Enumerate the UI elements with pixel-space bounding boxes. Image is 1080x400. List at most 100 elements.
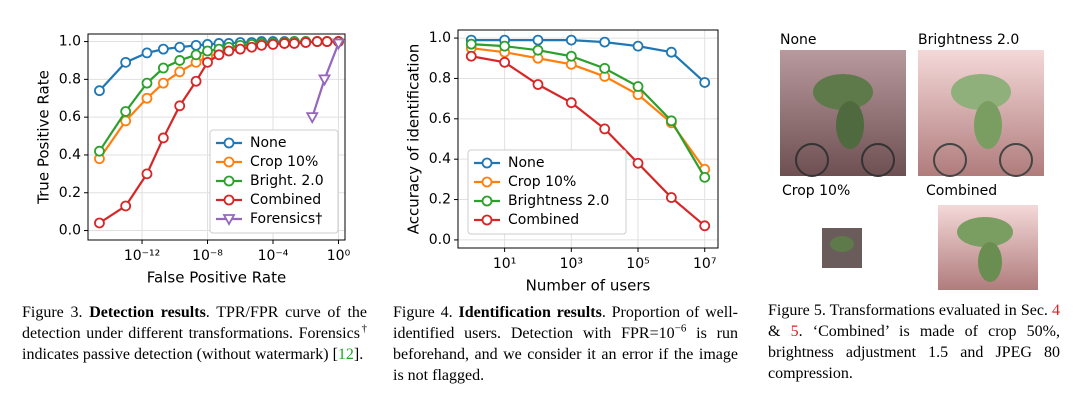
marker <box>665 115 677 127</box>
marker <box>632 157 644 169</box>
y-tick-label: 1.0 <box>429 30 451 46</box>
marker <box>311 36 323 47</box>
marker <box>174 55 186 66</box>
caption-text: & <box>768 323 791 340</box>
line <box>471 38 706 84</box>
legend-marker <box>223 175 235 187</box>
marker <box>699 220 711 232</box>
marker <box>321 36 333 47</box>
marker <box>141 92 153 104</box>
marker <box>94 85 105 97</box>
image-crop <box>822 228 862 268</box>
x-tick-label: 10⁻⁴ <box>258 248 289 264</box>
marker <box>202 45 213 57</box>
marker <box>213 49 225 61</box>
image-label: Combined <box>926 183 997 199</box>
x-axis-label: Number of users <box>526 277 651 295</box>
marker <box>202 56 213 68</box>
image-label: Crop 10% <box>782 183 850 199</box>
caption-text: . Proportion of well-identified users. D… <box>393 304 739 342</box>
plot-frame <box>457 29 719 249</box>
caption-text: 4 <box>1052 302 1060 319</box>
caption-text: Figure 5. Transformations evaluated in S… <box>768 302 1052 319</box>
marker <box>699 171 711 183</box>
y-tick-label: 0.2 <box>429 192 451 208</box>
legend-marker <box>223 194 235 206</box>
marker <box>190 39 202 51</box>
marker <box>120 200 132 212</box>
caption-text: −6 <box>674 322 687 335</box>
image-combined <box>938 205 1038 290</box>
marker <box>279 38 290 49</box>
image-brightness <box>918 50 1044 177</box>
marker <box>465 38 477 50</box>
x-axis-label: False Positive Rate <box>147 269 286 287</box>
marker <box>94 145 105 157</box>
y-tick-label: 0.2 <box>59 185 81 201</box>
y-tick-label: 0.4 <box>429 151 451 167</box>
legend-marker <box>481 176 493 188</box>
legend-label: None <box>508 155 545 171</box>
caption-text: Identification results <box>458 304 602 321</box>
caption-text: Figure 3. <box>22 304 90 321</box>
x-tick-label: 10⁻¹² <box>124 248 160 264</box>
marker <box>234 43 246 55</box>
legend-marker <box>223 156 235 168</box>
marker <box>300 37 312 48</box>
marker <box>190 75 202 87</box>
legend-label: Crop 10% <box>250 154 318 170</box>
legend-box <box>467 149 627 235</box>
y-tick-label: 0.6 <box>59 109 81 125</box>
y-tick-label: 1.0 <box>59 34 81 50</box>
legend-label: Forensics† <box>250 211 322 227</box>
marker <box>174 100 186 112</box>
y-tick-label: 0.8 <box>59 71 81 87</box>
marker <box>256 39 267 51</box>
y-axis-label: Accuracy of identification <box>405 44 423 235</box>
line <box>471 55 706 227</box>
x-tick-label: 10⁰ <box>327 248 351 264</box>
marker <box>190 49 202 61</box>
legend-label: None <box>250 135 287 151</box>
marker <box>565 97 577 109</box>
legend-marker <box>223 137 235 149</box>
marker <box>532 34 544 46</box>
legend-marker <box>481 195 493 207</box>
x-tick-label: 10³ <box>560 256 583 272</box>
marker <box>532 44 544 56</box>
marker <box>157 77 169 89</box>
legend-marker <box>481 214 493 226</box>
image-none <box>780 50 906 177</box>
marker <box>317 74 332 87</box>
line <box>471 43 706 178</box>
marker <box>157 43 169 55</box>
marker <box>565 50 577 62</box>
marker <box>174 41 186 53</box>
marker <box>465 50 477 62</box>
caption-text: is run beforehand, and we consider it an… <box>393 325 739 384</box>
y-tick-label: 0.0 <box>59 223 81 239</box>
marker <box>157 132 169 144</box>
marker <box>499 56 511 68</box>
legend-label: Crop 10% <box>508 174 576 190</box>
marker <box>94 217 105 229</box>
y-tick-label: 0.6 <box>429 111 451 127</box>
marker <box>599 123 611 135</box>
marker <box>246 41 258 53</box>
marker <box>565 34 577 46</box>
marker <box>665 46 677 58</box>
caption-text: 5 <box>790 323 799 340</box>
y-axis-label: True Positive Rate <box>35 70 53 205</box>
x-tick-label: 10⁵ <box>626 256 649 272</box>
caption-text: 12 <box>337 346 354 363</box>
marker <box>174 66 186 78</box>
legend-box <box>209 129 339 234</box>
x-tick-label: 10¹ <box>493 256 516 272</box>
marker <box>331 38 346 51</box>
marker <box>141 47 153 59</box>
caption: Figure 4. Identification results. Propor… <box>393 302 738 386</box>
marker <box>157 62 169 74</box>
caption-text: . TPR/FPR curve of the detection under d… <box>22 304 367 342</box>
